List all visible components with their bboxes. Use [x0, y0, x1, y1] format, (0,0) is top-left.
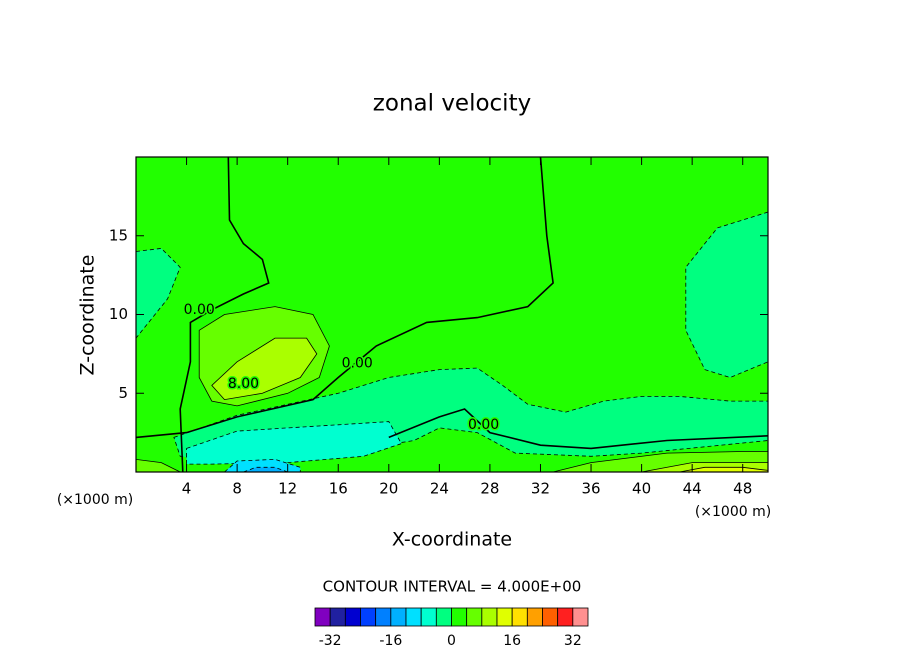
- contour-label: 8.00: [228, 376, 259, 392]
- x-tick-label: 48: [733, 480, 752, 498]
- contour-region: [211, 337, 318, 401]
- y-axis-label: Z-coordinate: [77, 255, 99, 376]
- x-tick-label: 24: [430, 480, 449, 498]
- colorbar-box: [360, 607, 377, 627]
- colorbar-tick-label: 32: [564, 633, 582, 649]
- x-tick-label: 40: [632, 480, 651, 498]
- y-tick-label: 10: [109, 305, 128, 323]
- colorbar-tick-label: 0: [447, 633, 456, 649]
- chart-title: zonal velocity: [373, 91, 531, 117]
- x-unit-label: (×1000 m): [695, 504, 771, 520]
- x-tick-label: 20: [379, 480, 398, 498]
- colorbar-box: [526, 607, 543, 627]
- colorbar-box: [557, 607, 574, 627]
- x-tick-label: 36: [581, 480, 600, 498]
- colorbar-tick-label: -16: [379, 633, 402, 649]
- colorbar-box: [375, 607, 392, 627]
- colorbar-box: [435, 607, 452, 627]
- y-tick-label: 5: [118, 384, 128, 402]
- contour-region: [186, 421, 402, 465]
- colorbar-box: [329, 607, 346, 627]
- x-tick-label: 12: [278, 480, 297, 498]
- x-tick-label: 28: [480, 480, 499, 498]
- x-tick-label: 44: [683, 480, 702, 498]
- contour-line: [388, 408, 769, 450]
- x-axis-label: X-coordinate: [392, 529, 512, 551]
- contour-label: 0.00: [468, 417, 499, 433]
- x-tick-label: 16: [329, 480, 348, 498]
- colorbar-box: [314, 607, 331, 627]
- contour-line: [135, 156, 554, 439]
- colorbar-box: [572, 607, 589, 627]
- contour-label: 0.00: [184, 302, 215, 318]
- colorbar-box: [420, 607, 437, 627]
- colorbar-box: [405, 607, 422, 627]
- y-tick-label: 15: [109, 226, 128, 244]
- x-tick-label: 4: [182, 480, 192, 498]
- contour-label: 0.00: [342, 355, 373, 371]
- colorbar-box: [511, 607, 528, 627]
- colorbar-box: [451, 607, 468, 627]
- contour-region: [243, 466, 288, 473]
- contour-line: [179, 156, 270, 473]
- colorbar-tick-label: 16: [503, 633, 521, 649]
- colorbar-box: [496, 607, 513, 627]
- contour-region: [685, 211, 769, 378]
- colorbar-box: [481, 607, 498, 627]
- colorbar-box: [390, 607, 407, 627]
- colorbar-tick-label: -32: [319, 633, 342, 649]
- colorbar-box: [344, 607, 361, 627]
- x-tick-label: 8: [232, 480, 242, 498]
- colorbar-box: [466, 607, 483, 627]
- x-unit-label: (×1000 m): [57, 492, 133, 508]
- x-tick-label: 32: [531, 480, 550, 498]
- colorbar-box: [542, 607, 559, 627]
- colorbar-title: CONTOUR INTERVAL = 4.000E+00: [323, 578, 582, 596]
